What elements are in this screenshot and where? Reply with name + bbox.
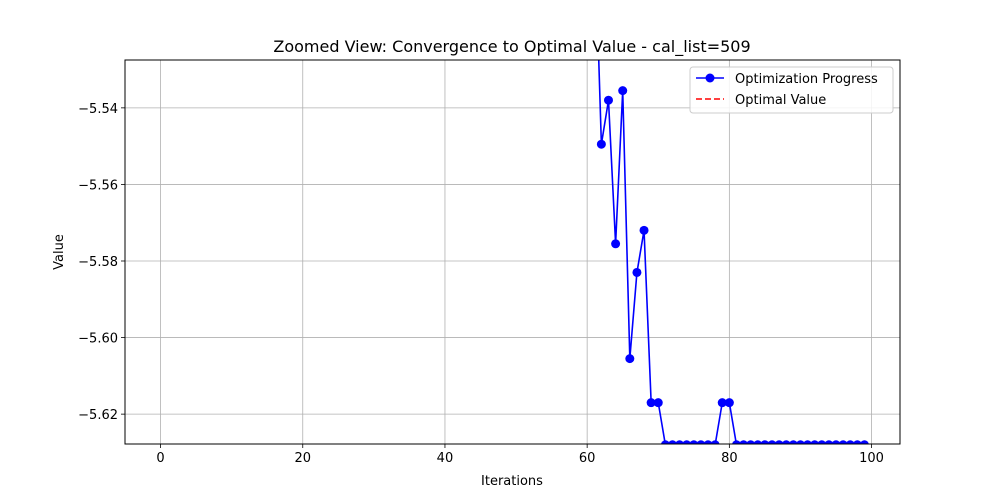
x-tick-label: 0 xyxy=(156,451,164,466)
progress-point xyxy=(774,440,784,444)
progress-point xyxy=(675,440,685,444)
x-axis: 0 20 40 60 80 100 xyxy=(156,444,884,466)
x-tick-label: 40 xyxy=(437,451,454,466)
progress-point xyxy=(696,440,706,444)
progress-point xyxy=(796,440,805,444)
progress-point xyxy=(817,440,827,444)
progress-point xyxy=(824,440,834,444)
progress-point xyxy=(852,440,862,444)
x-tick-label: 100 xyxy=(859,451,884,466)
progress-point xyxy=(603,95,613,105)
progress-point xyxy=(703,440,713,444)
y-tick-label: −5.56 xyxy=(78,178,118,193)
progress-point xyxy=(710,440,720,444)
progress-point xyxy=(646,398,656,408)
progress-point xyxy=(845,440,855,444)
legend-frame xyxy=(689,66,894,114)
legend-label-progress: Optimization Progress xyxy=(735,72,878,87)
y-axis-label: Value xyxy=(52,234,67,270)
x-tick-label: 60 xyxy=(579,451,596,466)
progress-point xyxy=(632,267,642,277)
progress-point xyxy=(639,225,649,235)
progress-point xyxy=(810,440,820,444)
legend-label-optimal: Optimal Value xyxy=(735,93,826,108)
legend: Optimization Progress Optimal Value xyxy=(689,66,894,114)
progress-point xyxy=(724,398,734,408)
grid xyxy=(125,60,900,444)
y-tick-label: −5.60 xyxy=(78,332,118,347)
plot-area xyxy=(596,60,869,444)
y-tick-label: −5.58 xyxy=(78,255,118,270)
progress-point xyxy=(746,440,756,444)
x-axis-label: Iterations xyxy=(481,474,543,489)
progress-point xyxy=(732,440,741,444)
progress-point xyxy=(767,440,777,444)
chart-title: Zoomed View: Convergence to Optimal Valu… xyxy=(273,37,750,57)
progress-point xyxy=(618,86,628,96)
progress-point xyxy=(689,440,699,444)
progress-point xyxy=(803,440,813,444)
progress-point xyxy=(788,440,798,444)
progress-point xyxy=(653,398,663,408)
x-tick-label: 80 xyxy=(721,451,738,466)
progress-point xyxy=(596,139,606,149)
progress-point xyxy=(660,440,670,444)
y-axis: −5.54 −5.56 −5.58 −5.60 −5.62 xyxy=(78,102,125,423)
progress-point xyxy=(668,440,677,444)
legend-marker-progress xyxy=(705,73,715,83)
y-tick-label: −5.54 xyxy=(78,102,118,117)
x-tick-label: 20 xyxy=(294,451,311,466)
progress-point xyxy=(753,440,763,444)
progress-point xyxy=(760,440,770,444)
progress-point xyxy=(781,440,791,444)
y-tick-label: −5.62 xyxy=(78,408,118,423)
progress-point xyxy=(860,440,869,444)
progress-point xyxy=(739,440,749,444)
progress-point xyxy=(831,440,841,444)
progress-point xyxy=(717,398,727,408)
progress-point xyxy=(625,354,635,364)
progress-point xyxy=(611,239,621,249)
plot-frame xyxy=(124,59,901,445)
progress-point xyxy=(682,440,692,444)
progress-point xyxy=(838,440,848,444)
